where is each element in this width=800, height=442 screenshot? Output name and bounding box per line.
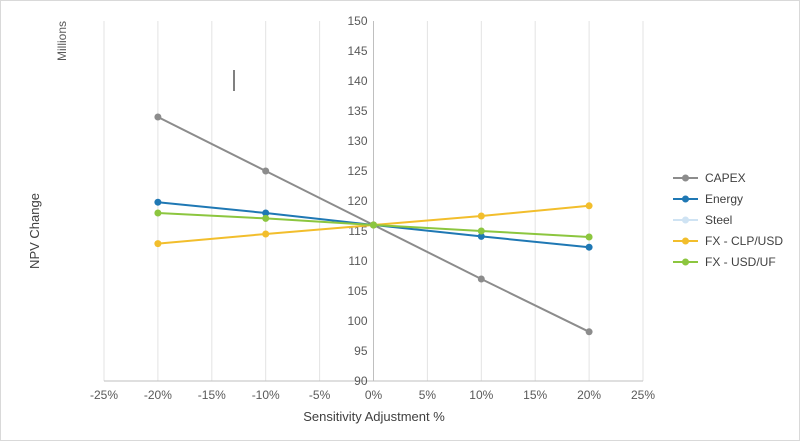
- y-tick-label: 130: [347, 134, 367, 148]
- x-axis-ticks: -25% -20% -15% -10% -5% 0% 5% 10% 15% 20% 25%: [90, 388, 655, 402]
- y-tick-label: 150: [347, 14, 367, 28]
- x-tick-label: 20%: [577, 388, 601, 402]
- x-tick-label: -10%: [252, 388, 280, 402]
- data-point-capex: [477, 275, 485, 283]
- y-axis-unit-label: Millions: [55, 21, 69, 61]
- data-point-capex: [154, 113, 162, 121]
- legend-swatch-marker: [682, 195, 689, 203]
- data-point-energy: [585, 243, 593, 251]
- data-point-fx-usd-uf: [585, 233, 593, 241]
- y-tick-label: 125: [347, 164, 367, 178]
- x-tick-label: 10%: [469, 388, 493, 402]
- legend-item-fx-usd-uf: FX - USD/UF: [673, 255, 776, 269]
- legend-item-energy: Energy: [673, 192, 743, 206]
- data-point-fx-usd-uf: [154, 209, 162, 217]
- y-axis-title: NPV Change: [27, 193, 42, 269]
- data-point-fx-usd-uf: [370, 221, 377, 229]
- legend-label: CAPEX: [705, 171, 746, 185]
- y-tick-label: 100: [347, 314, 367, 328]
- legend-label: FX - CLP/USD: [705, 234, 783, 248]
- data-point-fx-clp-usd: [585, 202, 593, 210]
- data-point-energy: [154, 198, 162, 206]
- x-tick-label: 0%: [365, 388, 383, 402]
- legend-item-fx-clp-usd: FX - CLP/USD: [673, 234, 783, 248]
- x-tick-label: 25%: [631, 388, 655, 402]
- legend-label: Steel: [705, 213, 732, 227]
- y-tick-label: 90: [354, 374, 368, 388]
- y-tick-label: 120: [347, 194, 367, 208]
- x-tick-label: -20%: [144, 388, 172, 402]
- data-point-fx-clp-usd: [154, 240, 162, 248]
- axes: [104, 21, 643, 382]
- legend-swatch-marker: [682, 237, 689, 245]
- legend-swatch-marker: [682, 216, 689, 224]
- y-tick-label: 145: [347, 44, 367, 58]
- x-tick-label: -5%: [309, 388, 331, 402]
- data-point-energy: [477, 232, 485, 240]
- y-tick-label: 135: [347, 104, 367, 118]
- data-point-capex: [262, 167, 270, 175]
- legend-label: FX - USD/UF: [705, 255, 776, 269]
- y-tick-label: 105: [347, 284, 367, 298]
- legend-swatch-marker: [682, 258, 689, 266]
- y-tick-label: 95: [354, 344, 368, 358]
- legend-label: Energy: [705, 192, 743, 206]
- legend: CAPEX Energy Steel FX - CLP/USD FX - USD/UF: [673, 171, 783, 269]
- y-tick-label: 110: [348, 254, 367, 268]
- data-point-fx-clp-usd: [262, 230, 270, 238]
- legend-swatch-marker: [682, 174, 689, 182]
- legend-item-steel: Steel: [673, 213, 732, 227]
- data-point-fx-clp-usd: [477, 212, 485, 220]
- series-lines: [154, 113, 593, 336]
- data-point-fx-usd-uf: [477, 227, 485, 235]
- x-tick-label: 5%: [419, 388, 437, 402]
- legend-item-capex: CAPEX: [673, 171, 746, 185]
- data-point-fx-usd-uf: [262, 214, 270, 222]
- data-point-capex: [585, 328, 593, 336]
- x-tick-label: -15%: [198, 388, 226, 402]
- data-point-energy: [262, 209, 270, 217]
- x-tick-label: 15%: [523, 388, 547, 402]
- x-tick-label: -25%: [90, 388, 118, 402]
- x-axis-title: Sensitivity Adjustment %: [303, 409, 445, 424]
- y-tick-label: 140: [347, 74, 367, 88]
